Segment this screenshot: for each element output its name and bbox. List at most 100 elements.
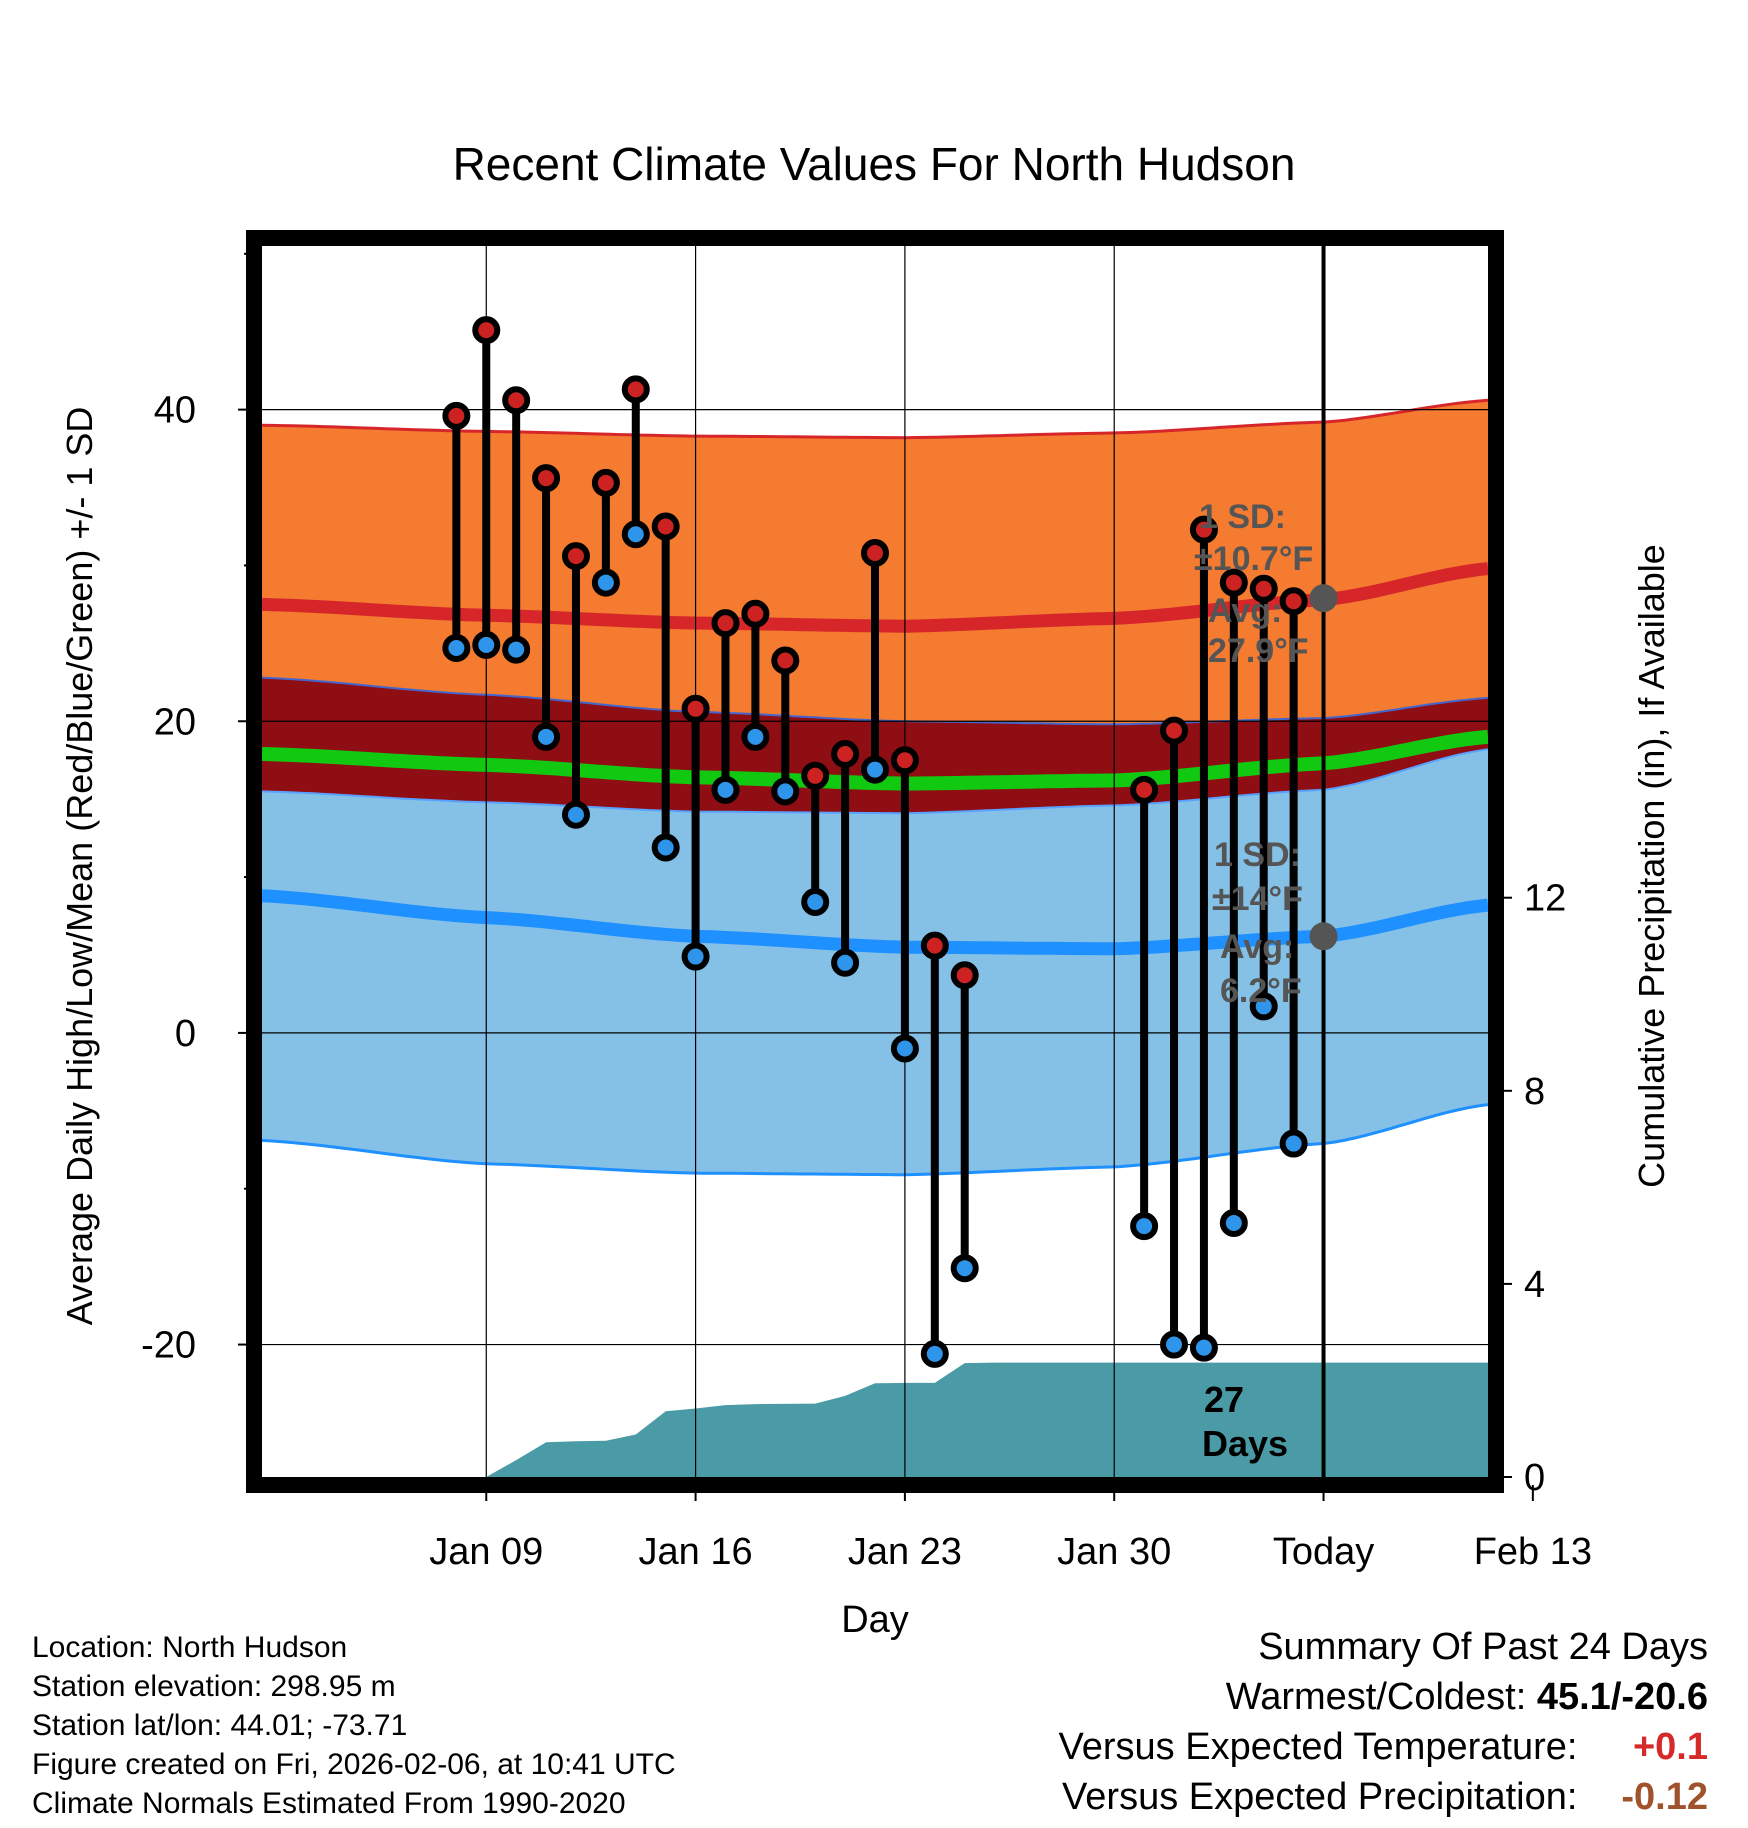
plot-frame bbox=[246, 230, 1504, 1493]
observed-low-point bbox=[1249, 992, 1278, 1021]
observed-high-point bbox=[831, 739, 860, 768]
summary-panel: Summary Of Past 24 Days Warmest/Coldest:… bbox=[1059, 1622, 1708, 1822]
summary-title: Summary Of Past 24 Days bbox=[1258, 1626, 1708, 1668]
low-upper-line bbox=[262, 748, 1488, 815]
summary-warm-cold-row: Warmest/Coldest: 45.1/-20.6 bbox=[1059, 1672, 1708, 1722]
high-sd-label: 1 SD: bbox=[1199, 498, 1286, 536]
observed-high-point bbox=[890, 746, 919, 775]
observations-layer bbox=[442, 316, 1338, 1368]
info-elevation: Station elevation: 298.95 m bbox=[32, 1670, 396, 1703]
observed-high-point bbox=[1279, 587, 1308, 616]
x-tick-label: Jan 23 bbox=[848, 1531, 962, 1573]
y-right-tick-label: 0 bbox=[1524, 1457, 1545, 1499]
observed-low-point bbox=[561, 800, 590, 829]
low-sd-value: ±14°F bbox=[1212, 880, 1303, 918]
normal-bands bbox=[262, 398, 1488, 1177]
y-right-tick-label: 4 bbox=[1524, 1264, 1545, 1306]
observed-low-point bbox=[711, 775, 740, 804]
station-info: Location: North Hudson Station elevation… bbox=[32, 1628, 676, 1823]
info-created: Figure created on Fri, 2026-02-06, at 10… bbox=[32, 1748, 676, 1781]
observed-low-point bbox=[442, 634, 471, 663]
observed-high-point bbox=[1130, 775, 1159, 804]
observed-high-point bbox=[1160, 716, 1189, 745]
x-tick-label: Jan 09 bbox=[429, 1531, 543, 1573]
observed-high-point bbox=[920, 931, 949, 960]
observed-low-point bbox=[681, 942, 710, 971]
axes: Jan 09 Jan 16 Jan 23 Jan 30 Today Feb 13 -20 0 2… bbox=[141, 252, 1592, 1573]
high-upper-line bbox=[262, 398, 1488, 440]
y-left-tick-label: -20 bbox=[141, 1325, 196, 1367]
summary-precip-label: Versus Expected Precipitation: bbox=[1062, 1776, 1578, 1818]
summary-warm-cold-value: 45.1/-20.6 bbox=[1536, 1676, 1708, 1718]
observed-low-point bbox=[920, 1339, 949, 1368]
observed-low-point bbox=[831, 948, 860, 977]
observed-low-point bbox=[801, 888, 830, 917]
observed-high-point bbox=[861, 538, 889, 567]
observed-high-point bbox=[651, 512, 680, 541]
y-left-tick-label: 0 bbox=[175, 1013, 196, 1055]
info-normals: Climate Normals Estimated From 1990-2020 bbox=[32, 1787, 626, 1820]
x-tick-label: Jan 30 bbox=[1057, 1531, 1171, 1573]
y-left-tick-label: 40 bbox=[154, 390, 196, 432]
observed-low-point bbox=[890, 1034, 919, 1063]
low-avg-label: Avg: bbox=[1220, 928, 1294, 966]
annotations: 1 SD: ±10.7°F Avg: 27.9°F 1 SD: ±14°F Av… bbox=[1194, 498, 1313, 1464]
chart-title: Recent Climate Values For North Hudson bbox=[453, 138, 1296, 190]
observed-low-point bbox=[1279, 1129, 1308, 1158]
high-sd-value: ±10.7°F bbox=[1194, 540, 1313, 578]
observed-high-point bbox=[591, 468, 620, 497]
precip-days-value: 27 bbox=[1204, 1379, 1244, 1420]
observed-low-point bbox=[591, 568, 620, 597]
x-axis-label: Day bbox=[841, 1599, 909, 1641]
info-location: Location: North Hudson bbox=[32, 1631, 348, 1664]
observed-low-point bbox=[621, 520, 650, 549]
summary-temp-row: Versus Expected Temperature: +0.1 bbox=[1059, 1722, 1708, 1772]
low-sd-band bbox=[262, 749, 1488, 1175]
observed-low-point bbox=[771, 777, 800, 806]
low-avg-value: 6.2°F bbox=[1220, 972, 1302, 1010]
high-avg-label: Avg: bbox=[1208, 592, 1282, 630]
high-avg-value: 27.9°F bbox=[1208, 632, 1309, 670]
observed-high-point bbox=[472, 316, 501, 345]
y-axis-right-label: Cumulative Precipitation (in), If Availa… bbox=[1631, 544, 1672, 1188]
observed-low-point bbox=[472, 630, 501, 659]
info-latlon: Station lat/lon: 44.01; -73.71 bbox=[32, 1709, 408, 1742]
precipitation-area bbox=[486, 1362, 1488, 1477]
observed-high-point bbox=[1189, 515, 1218, 544]
normal-low-line bbox=[262, 889, 1488, 956]
observed-low-point bbox=[502, 635, 531, 664]
summary-warm-cold-label: Warmest/Coldest: bbox=[1225, 1676, 1527, 1718]
observed-low-point bbox=[741, 722, 770, 751]
observed-low-point bbox=[532, 722, 561, 751]
observed-high-point bbox=[1219, 568, 1248, 597]
observed-low-point bbox=[861, 755, 889, 784]
low-sd-label: 1 SD: bbox=[1214, 836, 1301, 874]
observed-high-point bbox=[950, 961, 979, 990]
observed-high-point bbox=[801, 761, 830, 790]
precip-days-unit: Days bbox=[1202, 1423, 1288, 1464]
observed-high-point bbox=[502, 386, 531, 415]
summary-temp-label: Versus Expected Temperature: bbox=[1058, 1726, 1578, 1768]
observed-high-point bbox=[621, 375, 650, 404]
observed-high-point bbox=[532, 464, 561, 493]
today-high-avg-marker bbox=[1309, 584, 1338, 613]
observed-low-point bbox=[1219, 1209, 1248, 1238]
observed-high-point bbox=[442, 401, 471, 430]
observed-high-point bbox=[681, 694, 710, 723]
y-axis-left-label: Average Daily High/Low/Mean (Red/Blue/Gr… bbox=[59, 407, 100, 1326]
observed-low-point bbox=[651, 833, 680, 862]
y-left-tick-label: 20 bbox=[154, 701, 196, 743]
observed-low-point bbox=[1189, 1333, 1218, 1362]
precipitation-layer bbox=[486, 1362, 1488, 1477]
observed-high-point bbox=[1249, 574, 1278, 603]
summary-precip-value: -0.12 bbox=[1621, 1776, 1708, 1818]
today-low-avg-marker bbox=[1309, 922, 1338, 951]
observed-high-point bbox=[741, 599, 770, 628]
y-right-tick-label: 12 bbox=[1524, 878, 1566, 920]
observed-high-point bbox=[771, 646, 800, 675]
y-right-tick-label: 8 bbox=[1524, 1071, 1545, 1113]
observed-low-point bbox=[1130, 1212, 1159, 1241]
observed-low-point bbox=[1160, 1330, 1189, 1359]
summary-precip-row: Versus Expected Precipitation: -0.12 bbox=[1059, 1772, 1708, 1822]
